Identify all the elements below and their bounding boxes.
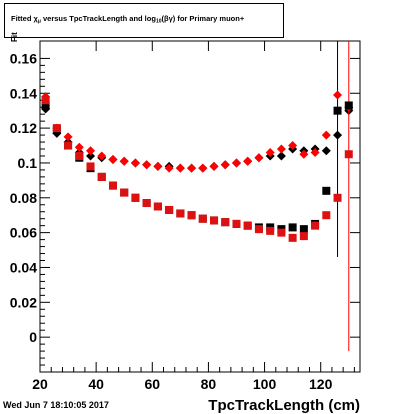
diamond-marker [63, 132, 73, 142]
square-marker [52, 124, 61, 133]
diamond-marker [153, 161, 163, 171]
diamond-marker [187, 163, 197, 173]
diamond-marker [164, 163, 174, 173]
square-marker [198, 214, 207, 223]
diamond-marker [265, 147, 275, 157]
square-marker [108, 181, 117, 190]
plot-frame [39, 40, 361, 373]
title-chi: χ [33, 14, 38, 23]
square-marker [176, 209, 185, 218]
square-marker [333, 106, 342, 115]
diamond-marker [333, 130, 343, 140]
chart-title: Fitted χμ versus TpcTrackLength and log1… [11, 14, 244, 25]
square-marker [210, 216, 219, 225]
square-marker [299, 225, 308, 234]
x-tick-label: 80 [201, 376, 217, 392]
square-marker [232, 219, 241, 228]
y-tick-label: 0 [29, 329, 37, 345]
diamond-marker [142, 160, 152, 170]
diamond-marker [299, 149, 309, 159]
x-tick-label: 20 [32, 376, 48, 392]
title-suffix: (βγ) for Primary muon+ [161, 14, 245, 23]
square-marker [322, 211, 331, 220]
square-marker [41, 96, 50, 105]
square-marker [64, 141, 73, 150]
axis-ticks: 0 0.02 0.04 0.06 0.08 0.1 0.12 0.14 0.16 20 40 60 80… [10, 41, 360, 392]
x-tick-label: 120 [309, 376, 333, 392]
diamond-marker [333, 90, 343, 100]
square-marker [131, 193, 140, 202]
square-marker [333, 193, 342, 202]
y-tick-label: 0.12 [10, 120, 37, 136]
diamond-marker [321, 130, 331, 140]
y-axis-label: Fit [10, 32, 19, 42]
square-marker [277, 228, 286, 237]
square-marker [288, 223, 297, 232]
diamond-marker [209, 161, 219, 171]
square-marker [97, 172, 106, 181]
title-middle: versus TpcTrackLength and log [40, 14, 156, 23]
square-marker [311, 221, 320, 230]
title-log-sub: 10 [155, 18, 162, 25]
square-marker [266, 226, 275, 235]
y-tick-label: 0.08 [10, 190, 37, 206]
square-marker [288, 233, 297, 242]
diamond-marker [321, 146, 331, 156]
title-chi-sub: μ [37, 18, 41, 25]
y-tick-label: 0.06 [10, 225, 37, 241]
diamond-marker [119, 156, 129, 166]
diamond-marker [276, 151, 286, 161]
square-marker [153, 202, 162, 211]
diamond-marker [243, 156, 253, 166]
square-marker [221, 218, 230, 227]
y-tick-label: 0.04 [10, 259, 37, 275]
square-marker [187, 211, 196, 220]
diamond-marker [276, 144, 286, 154]
x-tick-label: 40 [88, 376, 104, 392]
square-marker [243, 221, 252, 230]
x-axis-label: TpcTrackLength (cm) [208, 397, 360, 414]
y-tick-label: 0.16 [10, 50, 37, 66]
diamond-marker [310, 147, 320, 157]
diamond-marker [288, 141, 298, 151]
square-marker [344, 101, 353, 110]
diamond-marker [108, 154, 118, 164]
diamond-marker [254, 153, 264, 163]
x-tick-label: 100 [253, 376, 277, 392]
y-tick-label: 0.02 [10, 294, 37, 310]
diamond-marker [220, 160, 230, 170]
square-marker [254, 225, 263, 234]
diamond-marker [74, 142, 84, 152]
diamond-marker [231, 158, 241, 168]
title-prefix: Fitted [11, 14, 32, 23]
square-marker [165, 205, 174, 214]
timestamp: Wed Jun 7 18:10:05 2017 [3, 400, 109, 410]
square-marker [86, 162, 95, 171]
square-marker [41, 101, 50, 110]
square-marker [142, 199, 151, 208]
diamond-marker [97, 151, 107, 161]
data-markers [41, 41, 354, 352]
y-tick-label: 0.14 [10, 85, 37, 101]
x-tick-label: 60 [144, 376, 160, 392]
square-marker [120, 188, 129, 197]
diamond-marker [175, 163, 185, 173]
square-marker [322, 186, 331, 195]
square-marker [344, 150, 353, 159]
y-tick-label: 0.1 [18, 155, 38, 171]
diamond-marker [86, 146, 96, 156]
diamond-marker [86, 151, 96, 161]
diamond-marker [130, 158, 140, 168]
title-box: Fitted χμ versus TpcTrackLength and log1… [4, 3, 284, 38]
diamond-marker [198, 163, 208, 173]
square-marker [299, 232, 308, 241]
square-marker [75, 151, 84, 160]
